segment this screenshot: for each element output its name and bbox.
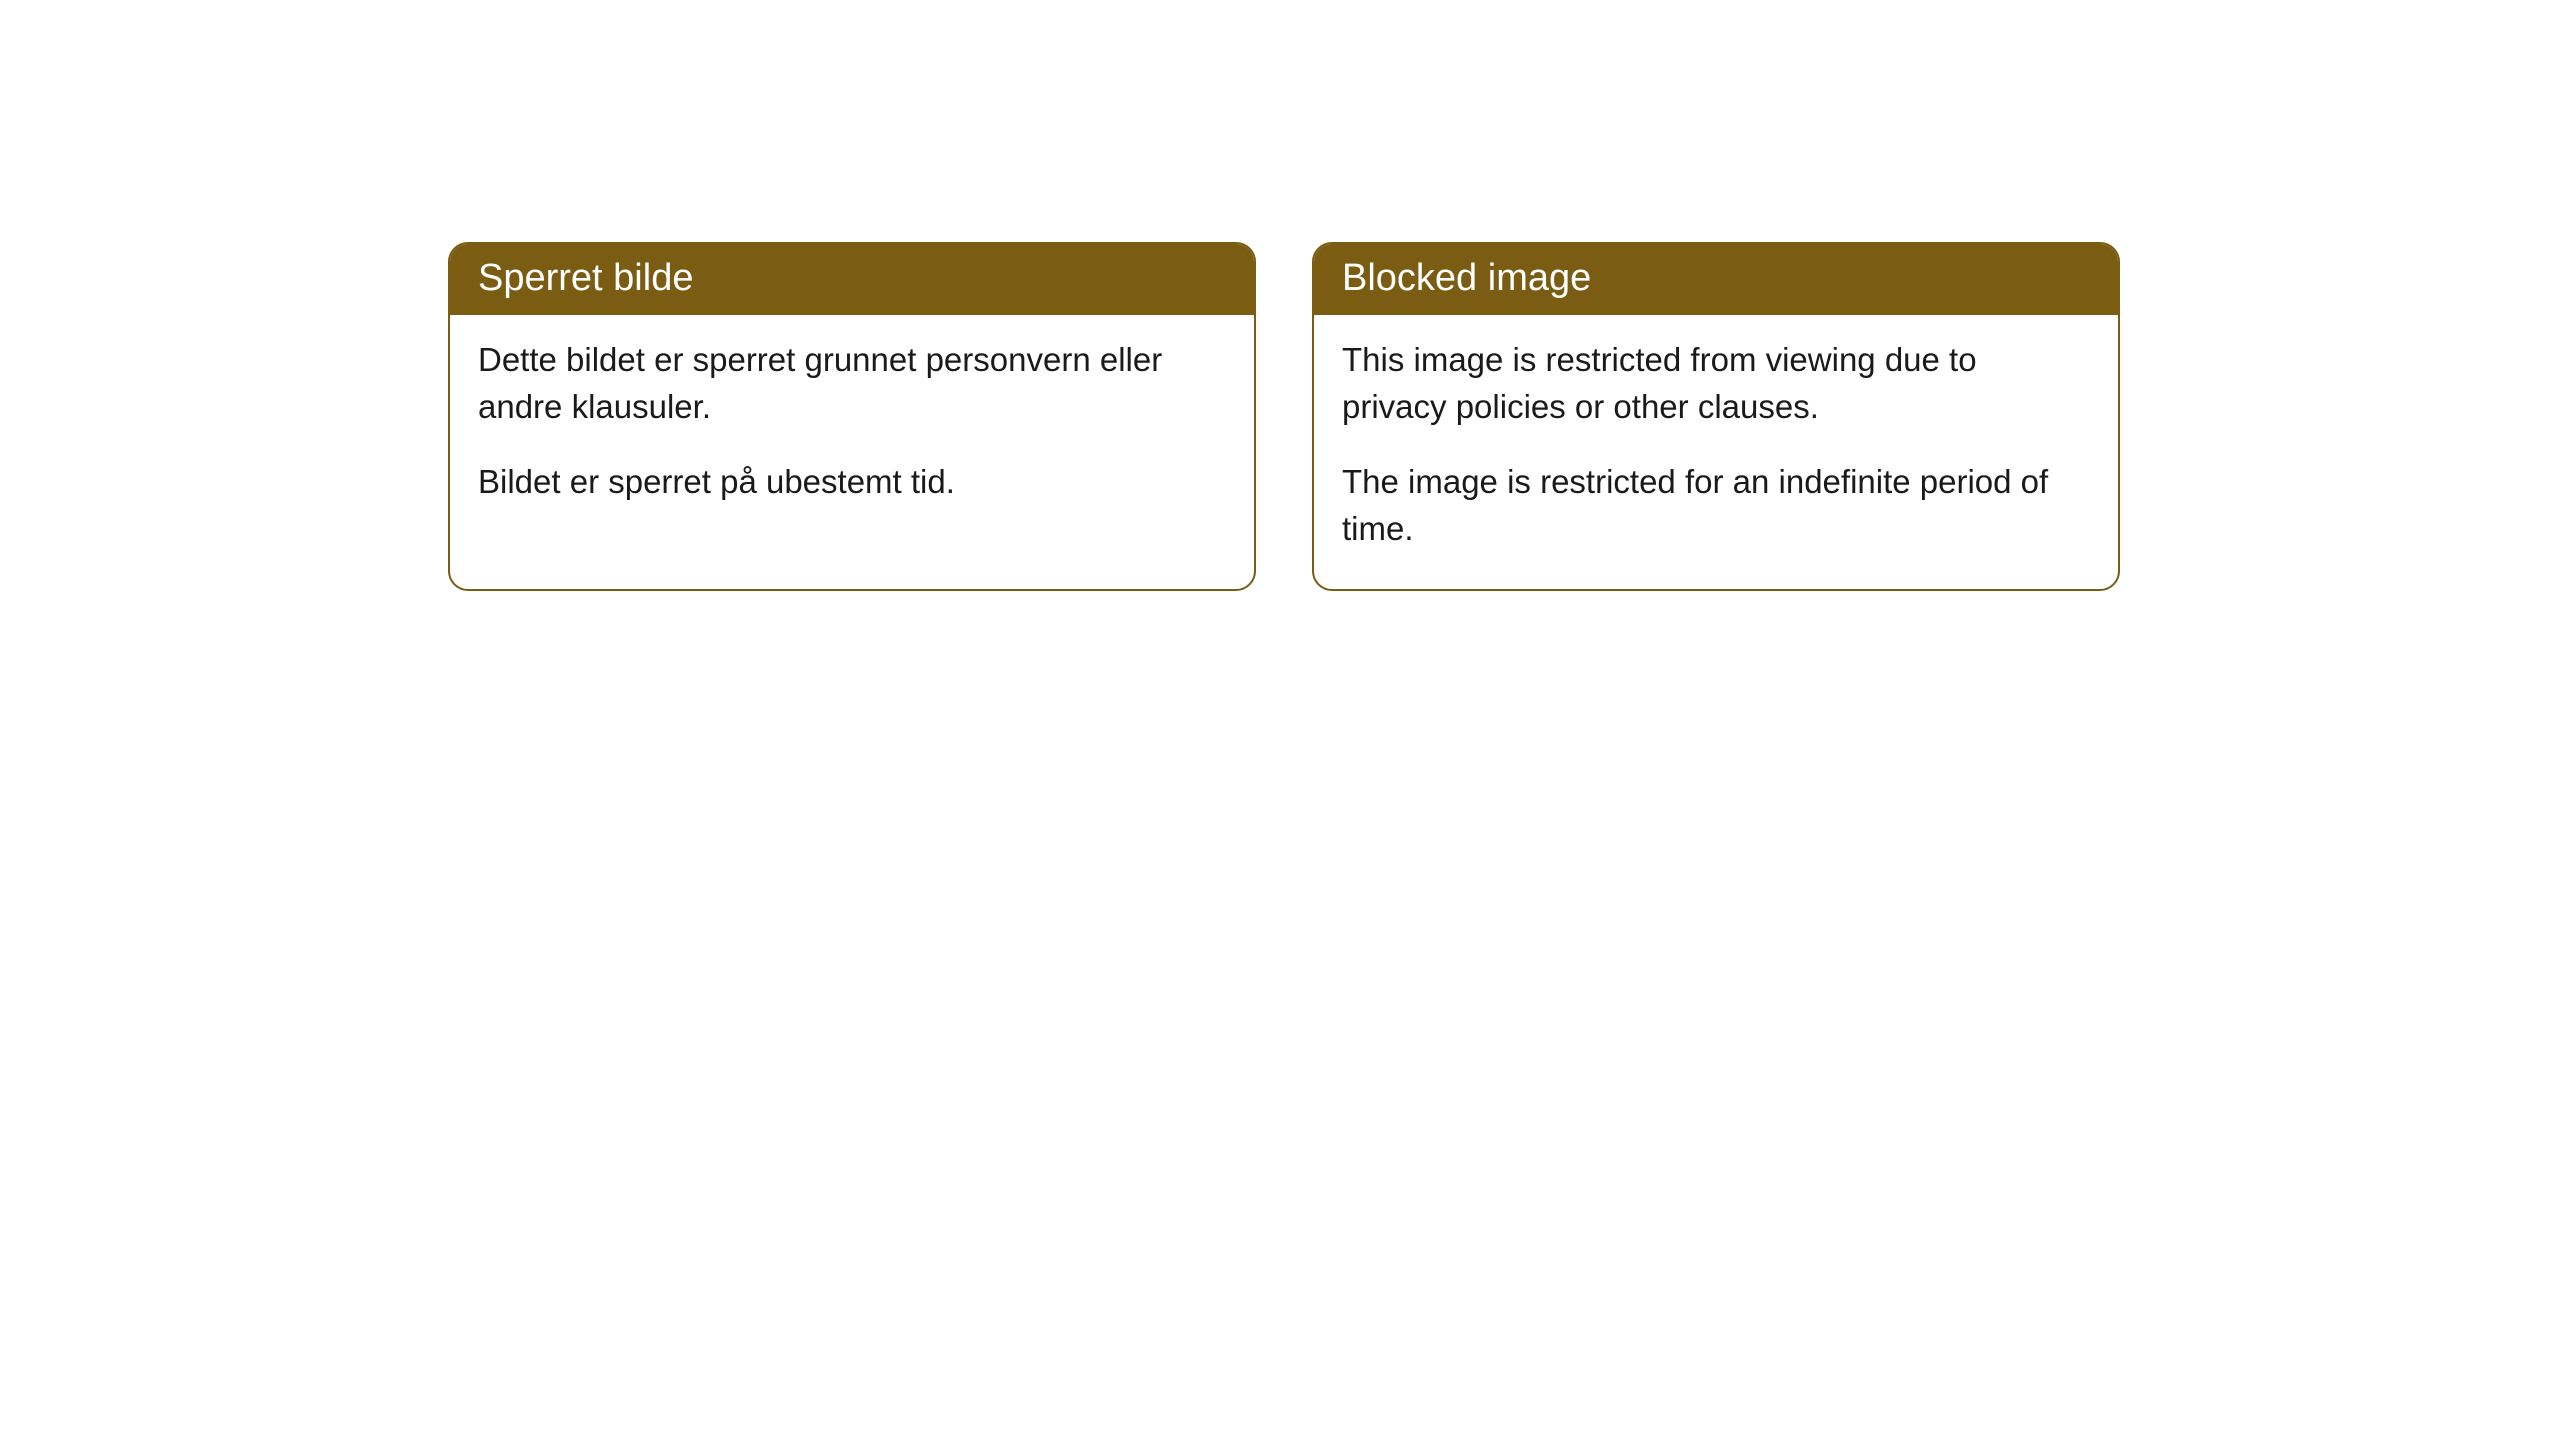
blocked-image-card-english: Blocked image This image is restricted f… — [1312, 242, 2120, 591]
card-header-norwegian: Sperret bilde — [450, 244, 1254, 315]
blocked-image-card-norwegian: Sperret bilde Dette bildet er sperret gr… — [448, 242, 1256, 591]
card-header-english: Blocked image — [1314, 244, 2118, 315]
card-body-norwegian: Dette bildet er sperret grunnet personve… — [450, 315, 1254, 542]
notice-text-2-norwegian: Bildet er sperret på ubestemt tid. — [478, 459, 1226, 506]
notice-text-1-english: This image is restricted from viewing du… — [1342, 337, 2090, 431]
card-body-english: This image is restricted from viewing du… — [1314, 315, 2118, 588]
notice-text-2-english: The image is restricted for an indefinit… — [1342, 459, 2090, 553]
notice-cards-container: Sperret bilde Dette bildet er sperret gr… — [448, 242, 2120, 591]
notice-text-1-norwegian: Dette bildet er sperret grunnet personve… — [478, 337, 1226, 431]
